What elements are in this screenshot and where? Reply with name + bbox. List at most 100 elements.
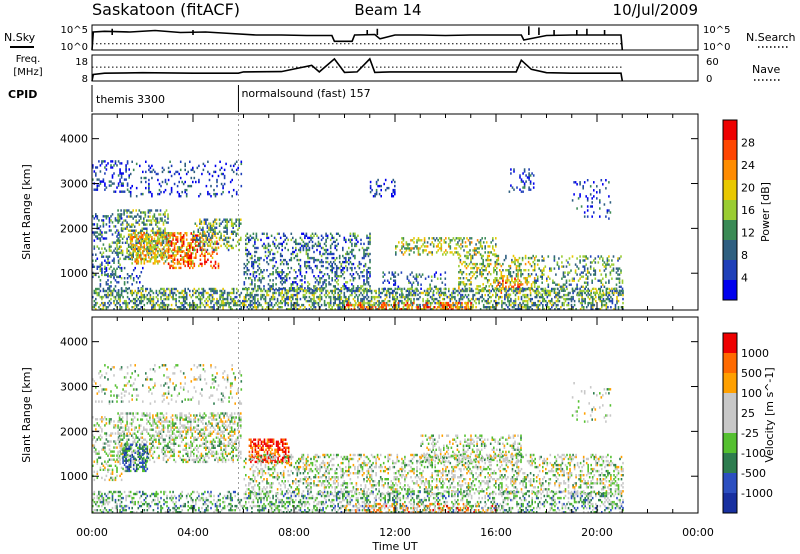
heatmap-cell (425, 245, 427, 248)
heatmap-cell (212, 222, 215, 225)
heatmap-cell (608, 279, 610, 282)
heatmap-cell (267, 250, 270, 254)
heatmap-cell (367, 236, 370, 240)
heatmap-cell (142, 266, 144, 270)
heatmap-cell (302, 293, 305, 297)
heatmap-cell (126, 188, 129, 191)
heatmap-cell (311, 236, 314, 240)
heatmap-cell (215, 222, 218, 225)
heatmap-cell (530, 273, 533, 276)
heatmap-cell (175, 299, 177, 303)
heatmap-cell (148, 178, 150, 182)
heatmap-cell (202, 232, 204, 235)
heatmap-cell (483, 269, 486, 272)
heatmap-cell (590, 303, 592, 307)
heatmap-cell (305, 299, 308, 303)
heatmap-cell (462, 281, 465, 284)
heatmap-cell (131, 299, 133, 303)
heatmap-cell (526, 283, 528, 286)
heatmap-cell (254, 271, 256, 274)
heatmap-cell (235, 224, 237, 227)
heatmap-cell (304, 277, 306, 280)
heatmap-cell (264, 299, 267, 303)
heatmap-cell (252, 295, 255, 299)
heatmap-cell (445, 249, 447, 252)
heatmap-cell (335, 303, 338, 307)
heatmap-cell (99, 231, 102, 234)
heatmap-cell (526, 301, 529, 305)
heatmap-cell (482, 287, 485, 291)
heatmap-cell (110, 249, 112, 252)
heatmap-cell (185, 254, 188, 257)
heatmap-cell (235, 218, 237, 221)
heatmap-cell (591, 295, 594, 299)
heatmap-cell (245, 246, 247, 250)
heatmap-cell (471, 266, 474, 270)
heatmap-cell (201, 250, 203, 253)
heatmap-cell (605, 267, 607, 270)
heatmap-cell (485, 289, 488, 293)
heatmap-cell (479, 271, 481, 274)
heatmap-cell (193, 291, 196, 295)
heatmap-cell (257, 303, 259, 307)
heatmap-cell (193, 248, 195, 252)
heatmap-cell (308, 240, 311, 244)
heatmap-cell (116, 219, 118, 222)
heatmap-cell (281, 287, 283, 291)
heatmap-cell (182, 303, 185, 307)
heatmap-cell (107, 279, 109, 282)
heatmap-cell (127, 215, 130, 218)
heatmap-cell (473, 299, 476, 303)
heatmap-cell (249, 295, 252, 299)
heatmap-cell (140, 260, 143, 263)
heatmap-cell (427, 293, 430, 296)
heatmap-cell (139, 281, 141, 284)
heatmap-cell (195, 256, 197, 259)
heatmap-cell (490, 289, 492, 293)
heatmap-cell (319, 289, 321, 293)
heatmap-cell (381, 299, 383, 303)
heatmap-cell (448, 243, 450, 246)
heatmap-cell (449, 247, 452, 250)
heatmap-cell (179, 306, 182, 309)
heatmap-cell (185, 308, 188, 311)
heatmap-cell (202, 254, 205, 257)
heatmap-cell (198, 287, 200, 291)
heatmap-cell (369, 303, 371, 307)
heatmap-cell (158, 308, 161, 311)
heatmap-cell (246, 266, 249, 270)
heatmap-cell (182, 289, 185, 293)
heatmap-cell (434, 239, 436, 242)
heatmap-cell (394, 271, 397, 274)
heatmap-cell (591, 306, 594, 309)
heatmap-cell (240, 172, 243, 176)
heatmap-cell (135, 260, 138, 263)
heatmap-cell (163, 262, 165, 265)
heatmap-cell (222, 301, 224, 305)
heatmap-cell (266, 246, 268, 250)
heatmap-cell (255, 306, 258, 309)
heatmap-cell (104, 267, 106, 270)
heatmap-cell (236, 228, 239, 231)
heatmap-cell (366, 271, 368, 274)
heatmap-cell (214, 248, 216, 252)
heatmap-cell (144, 213, 147, 216)
heatmap-cell (285, 308, 288, 311)
heatmap-cell (586, 269, 589, 272)
heatmap-cell (567, 301, 570, 305)
heatmap-cell (212, 228, 215, 231)
heatmap-cell (197, 230, 200, 233)
heatmap-cell (426, 297, 429, 301)
heatmap-cell (285, 242, 288, 246)
heatmap-cell (588, 289, 590, 292)
heatmap-cell (410, 301, 412, 305)
heatmap-cell (529, 256, 531, 260)
heatmap-cell (155, 231, 157, 234)
heatmap-cell (343, 301, 346, 305)
heatmap-cell (499, 277, 501, 280)
heatmap-cell (203, 244, 206, 248)
heatmap-cell (346, 287, 349, 290)
heatmap-cell (426, 289, 429, 293)
heatmap-cell (508, 295, 511, 299)
heatmap-cell (135, 236, 138, 239)
